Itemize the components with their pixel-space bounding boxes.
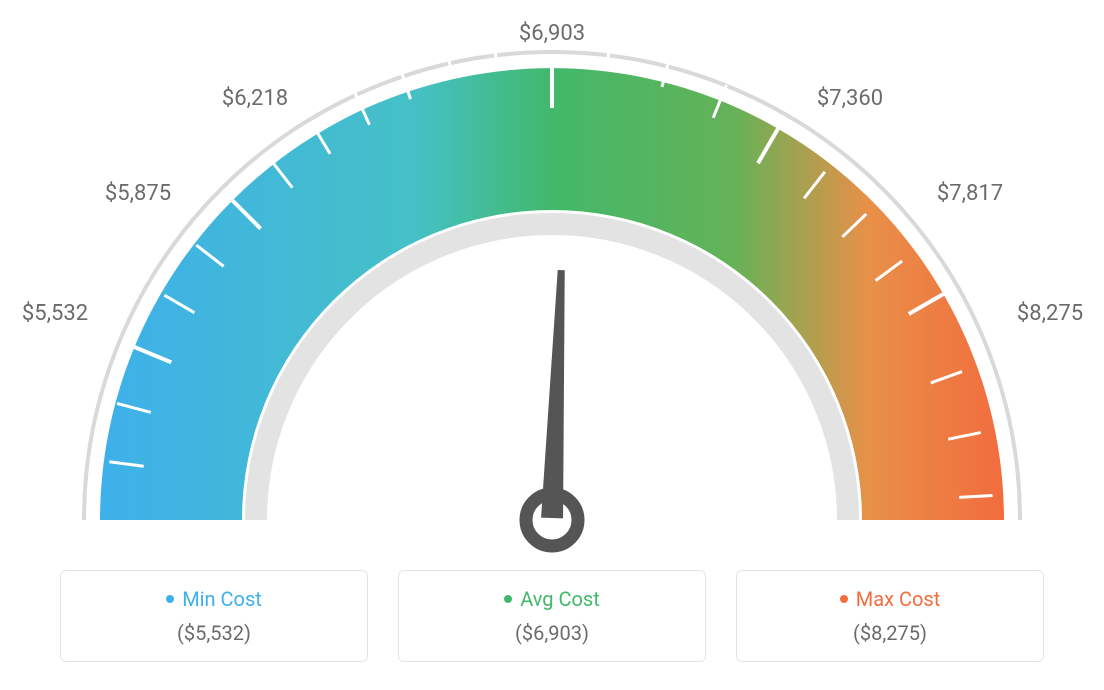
legend-card-avg: Avg Cost ($6,903) — [398, 570, 706, 662]
dot-avg-icon — [504, 595, 512, 603]
tick-label-1: $5,875 — [105, 181, 171, 206]
dot-max-icon — [840, 595, 848, 603]
tick-label-5: $7,817 — [937, 181, 1003, 206]
legend-card-min: Min Cost ($5,532) — [60, 570, 368, 662]
tick-label-3: $6,903 — [519, 21, 585, 46]
legend-label-max: Max Cost — [749, 587, 1031, 611]
legend-label-min: Min Cost — [73, 587, 355, 611]
legend-label-avg: Avg Cost — [411, 587, 693, 611]
cost-gauge-chart: $5,532 $5,875 $6,218 $6,903 $7,360 $7,81… — [0, 0, 1104, 560]
legend-avg-value: ($6,903) — [411, 621, 693, 645]
legend-max-text: Max Cost — [856, 587, 941, 611]
legend-card-max: Max Cost ($8,275) — [736, 570, 1044, 662]
tick-label-0: $5,532 — [22, 301, 88, 326]
tick-label-6: $8,275 — [1017, 301, 1083, 326]
legend-max-value: ($8,275) — [749, 621, 1031, 645]
gauge-svg: $5,532 $5,875 $6,218 $6,903 $7,360 $7,81… — [0, 0, 1104, 560]
tick-label-4: $7,360 — [817, 86, 883, 111]
legend-min-value: ($5,532) — [73, 621, 355, 645]
legend-min-text: Min Cost — [182, 587, 262, 611]
legend-row: Min Cost ($5,532) Avg Cost ($6,903) Max … — [0, 570, 1104, 662]
legend-avg-text: Avg Cost — [520, 587, 600, 611]
tick-label-2: $6,218 — [222, 86, 288, 111]
gauge-needle — [526, 270, 578, 546]
dot-min-icon — [166, 595, 174, 603]
